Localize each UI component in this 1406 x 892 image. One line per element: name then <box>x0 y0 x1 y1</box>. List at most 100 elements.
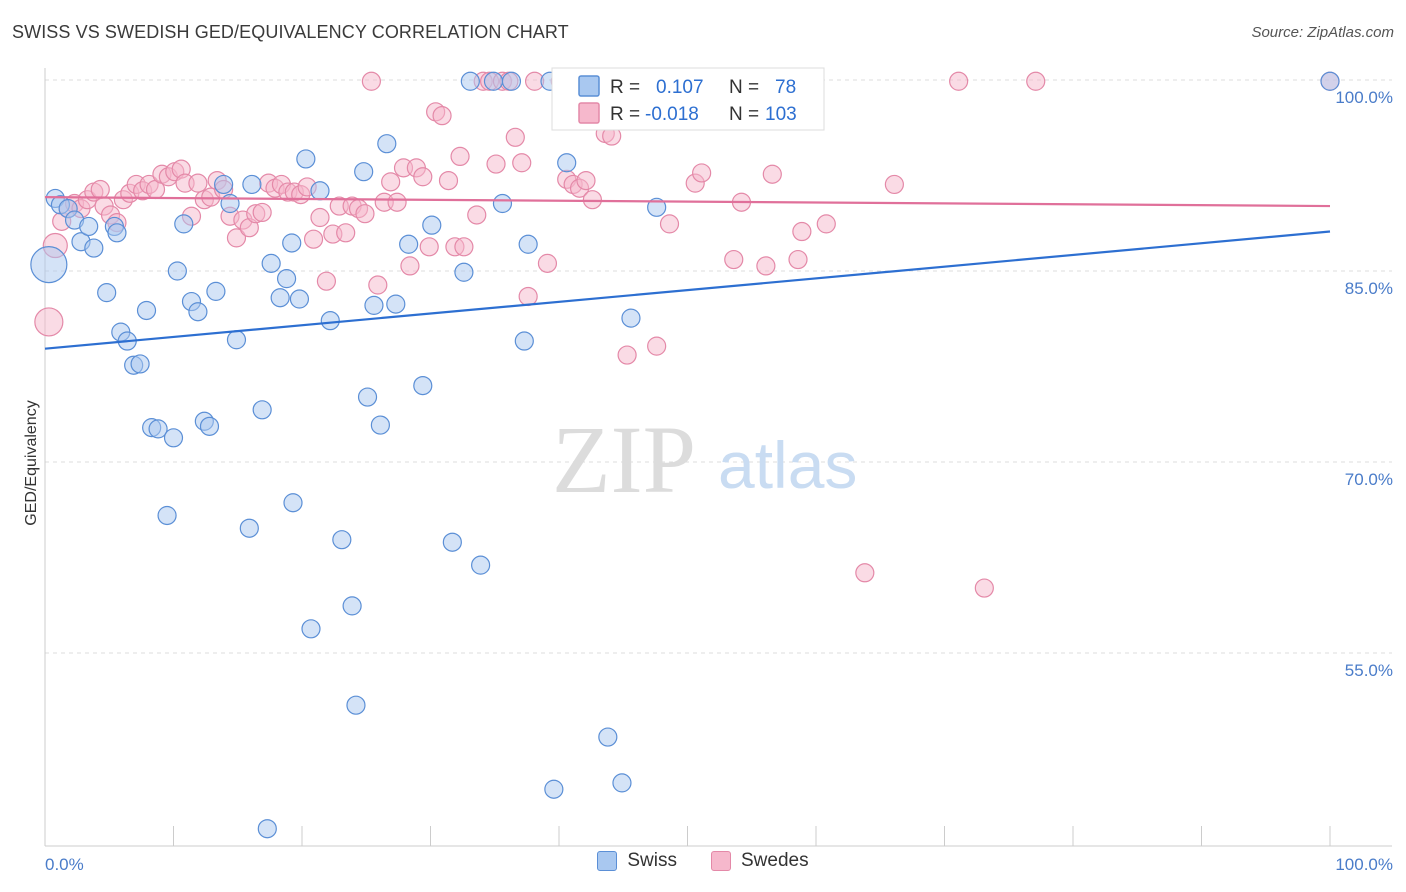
swiss-point <box>163 428 184 448</box>
swiss-point <box>276 269 297 289</box>
swiss-point <box>514 331 534 351</box>
swiss-point <box>301 619 321 639</box>
swiss-point <box>296 149 316 169</box>
swedes-point <box>400 256 420 276</box>
swiss-point <box>226 330 247 350</box>
swiss-point <box>492 193 513 214</box>
swiss-point <box>283 493 303 513</box>
legend-swatch-swedes <box>578 102 600 124</box>
swiss-point <box>252 400 272 420</box>
swedes-point <box>419 237 439 257</box>
legend-n-value-swiss: 78 <box>775 77 796 98</box>
legend-label-swiss: Swiss <box>627 850 677 871</box>
stats-legend: R = 0.107 N = 78 R = -0.018 N = 103 <box>551 67 825 131</box>
swedes-point <box>537 253 558 273</box>
swedes-point <box>90 179 110 200</box>
swedes-point <box>792 221 812 242</box>
swedes-point <box>692 163 712 183</box>
swiss-point <box>320 311 340 331</box>
swedes-point <box>413 167 433 187</box>
watermark: ZIP atlas <box>552 406 857 513</box>
swiss-point <box>370 415 390 435</box>
x-tick-label: 0.0% <box>45 855 84 874</box>
swiss-point <box>483 71 504 91</box>
swiss-point <box>346 695 366 715</box>
swiss-point <box>342 596 362 616</box>
swiss-point <box>148 419 168 439</box>
legend-n-value-swedes: 103 <box>765 104 797 125</box>
y-axis-label: GED/Equivalency <box>23 400 40 525</box>
swedes-point <box>659 214 680 234</box>
swiss-point <box>188 302 208 322</box>
swedes-point <box>855 563 875 583</box>
swiss-point <box>612 773 632 793</box>
swiss-point <box>30 246 68 284</box>
swedes-point <box>438 170 459 191</box>
legend-r-value-swedes: -0.018 <box>645 104 699 125</box>
swiss-point <box>364 295 384 315</box>
swiss-point <box>261 253 281 273</box>
swedes-point <box>450 146 470 166</box>
swedes-point <box>512 153 532 173</box>
swiss-swatch <box>597 851 618 871</box>
source-label: Source: ZipAtlas.com <box>1251 24 1394 41</box>
swedes-trend-line <box>44 196 1331 208</box>
swedes-point <box>454 237 474 257</box>
swedes-point <box>316 271 337 291</box>
swiss-point <box>598 727 618 747</box>
swiss-point <box>399 234 419 254</box>
y-tick-label: 85.0% <box>1345 279 1393 298</box>
swedes-point <box>617 345 637 365</box>
swiss-point <box>621 308 641 328</box>
legend-n-label-swiss: N = <box>729 77 759 98</box>
swedes-point <box>486 154 506 174</box>
swiss-point <box>413 376 433 396</box>
swiss-point <box>354 162 374 182</box>
swiss-point <box>214 174 234 195</box>
swiss-point <box>136 300 157 321</box>
swedes-point <box>432 106 452 126</box>
legend-r-value-swiss: 0.107 <box>656 77 704 98</box>
swedes-point <box>226 228 247 248</box>
x-tick-label: 100.0% <box>1335 855 1393 874</box>
swedes-point <box>303 229 324 249</box>
swiss-point <box>199 416 220 436</box>
swiss-point <box>242 174 262 195</box>
axes <box>44 68 1392 847</box>
swiss-point <box>130 354 150 374</box>
swiss-point <box>239 518 259 538</box>
swedes-point <box>949 71 969 91</box>
swedes-point <box>368 275 388 295</box>
swedes-point <box>518 286 538 307</box>
swiss-point <box>270 288 290 308</box>
swiss-point <box>422 215 442 235</box>
swedes-point <box>336 223 356 243</box>
y-tick-label: 55.0% <box>1345 661 1393 680</box>
swiss-point <box>79 216 99 237</box>
swedes-swatch <box>711 851 731 871</box>
swiss-point <box>332 530 352 550</box>
y-tick-label: 100.0% <box>1335 88 1393 107</box>
swiss-point <box>386 294 406 314</box>
swiss-trend-line <box>44 230 1331 350</box>
swiss-point <box>357 387 378 407</box>
swedes-point <box>816 214 836 234</box>
swiss-point <box>107 223 127 243</box>
legend-r-label-swedes: R = <box>610 104 640 125</box>
swiss-point <box>518 234 538 254</box>
legend-item-swiss: Swiss <box>597 850 677 872</box>
swiss-point <box>454 262 474 282</box>
legend-n-label-swedes: N = <box>729 104 759 125</box>
swedes-point <box>387 192 407 212</box>
swiss-point <box>442 532 462 552</box>
swedes-point <box>505 127 525 147</box>
swedes-point <box>381 172 401 192</box>
swedes-point <box>762 164 782 184</box>
y-tick-label: 70.0% <box>1345 470 1393 489</box>
swedes-point <box>467 205 487 225</box>
legend-label-swedes: Swedes <box>741 850 809 871</box>
tick-labels: 100.0% 85.0% 70.0% 55.0% 0.0% 100.0% <box>45 88 1393 874</box>
swiss-point <box>220 193 240 214</box>
swedes-point <box>361 71 381 91</box>
